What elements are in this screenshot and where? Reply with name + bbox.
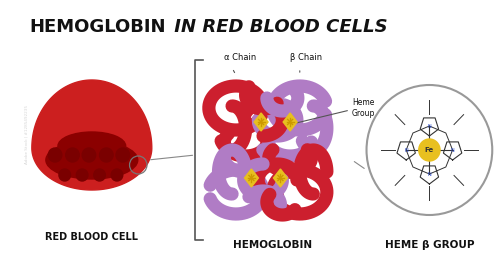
Ellipse shape (46, 141, 138, 179)
Text: HEMOGLOBIN: HEMOGLOBIN (233, 240, 312, 250)
Circle shape (59, 169, 70, 181)
Text: β Chain: β Chain (290, 53, 322, 63)
Circle shape (82, 148, 96, 162)
Circle shape (94, 169, 106, 181)
Circle shape (100, 148, 113, 162)
Circle shape (366, 85, 492, 215)
Circle shape (419, 139, 440, 161)
Polygon shape (274, 169, 287, 187)
Polygon shape (244, 169, 258, 187)
Text: Fe: Fe (425, 147, 434, 153)
Text: Adobe Stock | #1285492235: Adobe Stock | #1285492235 (24, 105, 28, 164)
Text: RED BLOOD CELL: RED BLOOD CELL (46, 232, 138, 242)
Circle shape (76, 169, 88, 181)
Text: Heme
Group: Heme Group (352, 98, 376, 118)
Polygon shape (254, 113, 268, 131)
Text: HEME β GROUP: HEME β GROUP (384, 240, 474, 250)
Text: IN RED BLOOD CELLS: IN RED BLOOD CELLS (168, 18, 388, 36)
Circle shape (116, 148, 130, 162)
Text: N: N (450, 148, 454, 153)
Text: HEMOGLOBIN: HEMOGLOBIN (30, 18, 166, 36)
Circle shape (48, 148, 62, 162)
Circle shape (66, 148, 79, 162)
Circle shape (111, 169, 123, 181)
Text: N: N (404, 148, 408, 153)
Text: N: N (428, 124, 432, 129)
Polygon shape (32, 80, 152, 190)
Text: α Chain: α Chain (224, 53, 256, 63)
Ellipse shape (58, 132, 126, 160)
Text: N: N (428, 171, 432, 176)
Polygon shape (283, 113, 297, 131)
